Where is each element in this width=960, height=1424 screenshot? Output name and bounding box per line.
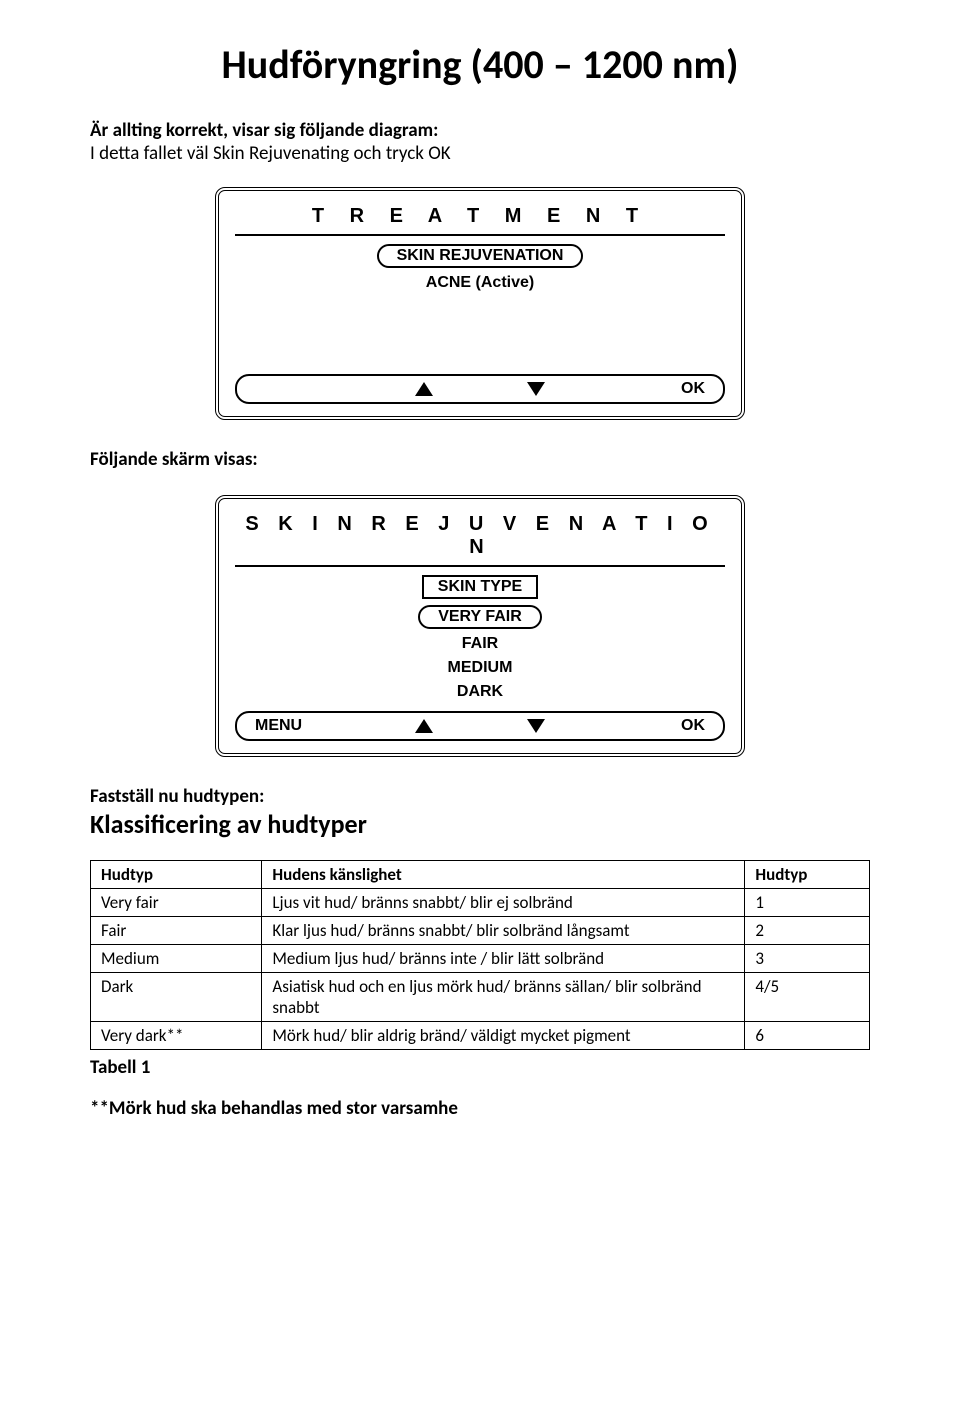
skin-type-panel: S K I N R E J U V E N A T I O N SKIN TYP… [215, 495, 745, 757]
mid-text: Följande skärm visas: [90, 448, 870, 471]
classify-lead: Fastställ nu hudtypen: [90, 785, 870, 808]
up-button[interactable] [368, 382, 481, 396]
footnote: **Mörk hud ska behandlas med stor varsam… [90, 1097, 870, 1120]
intro-sub: I detta fallet väl Skin Rejuvenating och… [90, 142, 870, 165]
option-dark[interactable]: DARK [235, 683, 725, 701]
cell-num: 2 [745, 917, 870, 945]
up-button[interactable] [368, 719, 481, 733]
option-medium[interactable]: MEDIUM [235, 659, 725, 677]
col-header-sensitivity: Hudens känslighet [262, 861, 745, 889]
down-arrow-icon [527, 719, 545, 733]
skin-type-options: SKIN TYPE VERY FAIR FAIR MEDIUM DARK [235, 575, 725, 701]
down-button[interactable] [480, 719, 593, 733]
skin-type-subheader: SKIN TYPE [422, 575, 538, 599]
down-button[interactable] [480, 382, 593, 396]
table-row: Fair Klar ljus hud/ bränns snabbt/ blir … [91, 917, 870, 945]
up-arrow-icon [415, 719, 433, 733]
table-label: Tabell 1 [90, 1056, 870, 1079]
menu-button[interactable]: MENU [255, 717, 368, 735]
cell-num: 4/5 [745, 973, 870, 1022]
down-arrow-icon [527, 382, 545, 396]
table-row: Dark Asiatisk hud och en ljus mörk hud/ … [91, 973, 870, 1022]
cell-type: Very fair [91, 889, 262, 917]
intro-lead: Är allting korrekt, visar sig följande d… [90, 119, 870, 142]
col-header-hudtyp: Hudtyp [91, 861, 262, 889]
cell-desc: Medium ljus hud/ bränns inte / blir lätt… [262, 945, 745, 973]
cell-num: 6 [745, 1022, 870, 1050]
option-acne-active[interactable]: ACNE (Active) [235, 274, 725, 292]
cell-desc: Mörk hud/ blir aldrig bränd/ väldigt myc… [262, 1022, 745, 1050]
ok-button[interactable]: OK [593, 380, 706, 398]
table-row: Very dark** Mörk hud/ blir aldrig bränd/… [91, 1022, 870, 1050]
skin-type-header: S K I N R E J U V E N A T I O N [235, 513, 725, 559]
table-header-row: Hudtyp Hudens känslighet Hudtyp [91, 861, 870, 889]
cell-type: Dark [91, 973, 262, 1022]
classify-big: Klassificering av hudtyper [90, 808, 870, 840]
cell-type: Fair [91, 917, 262, 945]
option-fair[interactable]: FAIR [235, 635, 725, 653]
cell-type: Medium [91, 945, 262, 973]
cell-type: Very dark** [91, 1022, 262, 1050]
cell-desc: Ljus vit hud/ bränns snabbt/ blir ej sol… [262, 889, 745, 917]
treatment-header: T R E A T M E N T [235, 205, 725, 228]
skin-type-table: Hudtyp Hudens känslighet Hudtyp Very fai… [90, 860, 870, 1050]
up-arrow-icon [415, 382, 433, 396]
divider [235, 565, 725, 567]
table-row: Very fair Ljus vit hud/ bränns snabbt/ b… [91, 889, 870, 917]
col-header-hudtyp-num: Hudtyp [745, 861, 870, 889]
cell-num: 1 [745, 889, 870, 917]
table-row: Medium Medium ljus hud/ bränns inte / bl… [91, 945, 870, 973]
cell-num: 3 [745, 945, 870, 973]
cell-desc: Asiatisk hud och en ljus mörk hud/ bränn… [262, 973, 745, 1022]
treatment-bottom-bar: OK [235, 374, 725, 404]
ok-button[interactable]: OK [593, 717, 706, 735]
option-skin-rejuvenation[interactable]: SKIN REJUVENATION [377, 244, 584, 268]
skin-type-bottom-bar: MENU OK [235, 711, 725, 741]
treatment-options: SKIN REJUVENATION ACNE (Active) [235, 244, 725, 364]
treatment-panel: T R E A T M E N T SKIN REJUVENATION ACNE… [215, 187, 745, 420]
option-very-fair[interactable]: VERY FAIR [418, 605, 542, 629]
divider [235, 234, 725, 236]
cell-desc: Klar ljus hud/ bränns snabbt/ blir solbr… [262, 917, 745, 945]
page-title: Hudföryngring (400 – 1200 nm) [90, 40, 870, 89]
